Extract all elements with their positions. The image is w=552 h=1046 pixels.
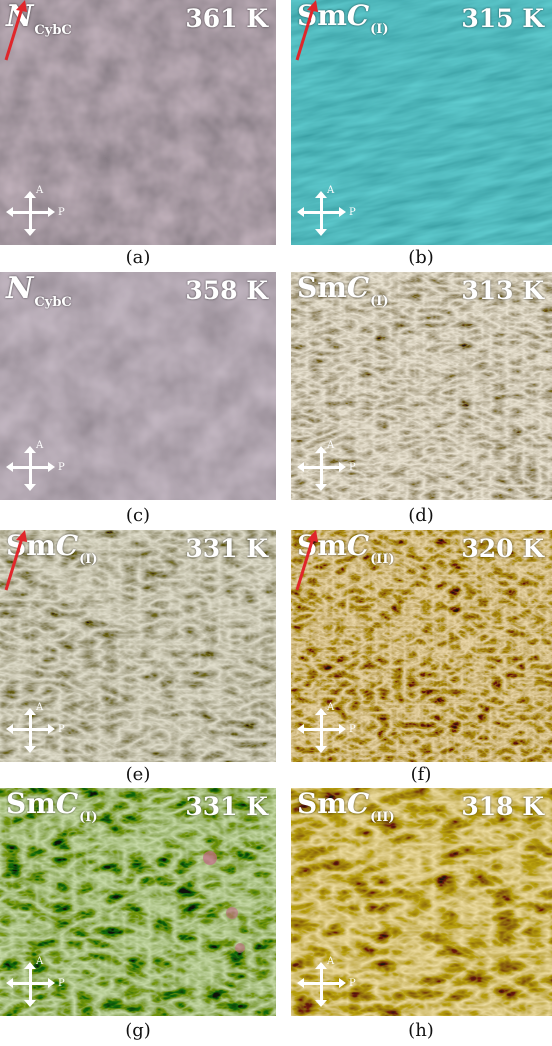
- texture-image-c: [0, 272, 276, 500]
- polarizer-label: P: [349, 207, 356, 218]
- polarizer-label: P: [58, 462, 65, 473]
- phase-label: SmC(II): [297, 530, 395, 567]
- phase-label: SmC(I): [297, 0, 389, 37]
- polarizer-label: P: [349, 462, 356, 473]
- phase-label: SmC(I): [297, 272, 389, 309]
- temperature-label: 361 K: [185, 4, 268, 33]
- panel-caption-h: (h): [408, 1020, 434, 1041]
- phase-label: SmC(I): [6, 788, 98, 825]
- panel-caption-g: (g): [125, 1020, 151, 1041]
- polarizer-label: P: [349, 724, 356, 735]
- texture-image-e: [0, 530, 276, 762]
- analyzer-label: A: [36, 440, 44, 451]
- analyzer-label: A: [36, 702, 44, 713]
- texture-image-h: [291, 788, 552, 1016]
- temperature-label: 318 K: [461, 792, 544, 821]
- texture-image-a: [0, 0, 276, 245]
- phase-label: SmC(II): [297, 788, 395, 825]
- texture-image-d: [291, 272, 552, 500]
- analyzer-label: A: [327, 440, 335, 451]
- texture-image-b: [291, 0, 552, 245]
- polarizer-label: P: [58, 978, 65, 989]
- phase-label: NCybC: [6, 272, 72, 310]
- direction-arrow-icon: [4, 0, 27, 61]
- temperature-label: 331 K: [185, 534, 268, 563]
- panel-caption-a: (a): [125, 247, 151, 268]
- analyzer-label: A: [327, 956, 335, 967]
- polarizer-label: P: [349, 978, 356, 989]
- texture-image-f: [291, 530, 552, 762]
- panel-caption-e: (e): [125, 764, 151, 785]
- direction-arrow-icon: [295, 530, 318, 591]
- panel-caption-f: (f): [410, 764, 432, 785]
- micrograph-panel-a: NCybC 361 K AP: [0, 0, 276, 245]
- temperature-label: 358 K: [185, 276, 268, 305]
- analyzer-label: A: [36, 956, 44, 967]
- analyzer-label: A: [327, 702, 335, 713]
- polarizer-label: P: [58, 207, 65, 218]
- panel-caption-d: (d): [408, 505, 434, 526]
- temperature-label: 320 K: [461, 534, 544, 563]
- phase-label: NCybC: [6, 2, 72, 38]
- direction-arrow-icon: [295, 0, 318, 61]
- temperature-label: 313 K: [461, 276, 544, 305]
- polarizer-label: P: [58, 724, 65, 735]
- analyzer-label: A: [327, 185, 335, 196]
- panel-caption-b: (b): [408, 247, 434, 268]
- analyzer-label: A: [36, 185, 44, 196]
- direction-arrow-icon: [4, 530, 27, 591]
- texture-image-g: [0, 788, 276, 1016]
- panel-caption-c: (c): [125, 505, 151, 526]
- temperature-label: 315 K: [461, 4, 544, 33]
- phase-label: SmC(I): [6, 530, 98, 567]
- temperature-label: 331 K: [185, 792, 268, 821]
